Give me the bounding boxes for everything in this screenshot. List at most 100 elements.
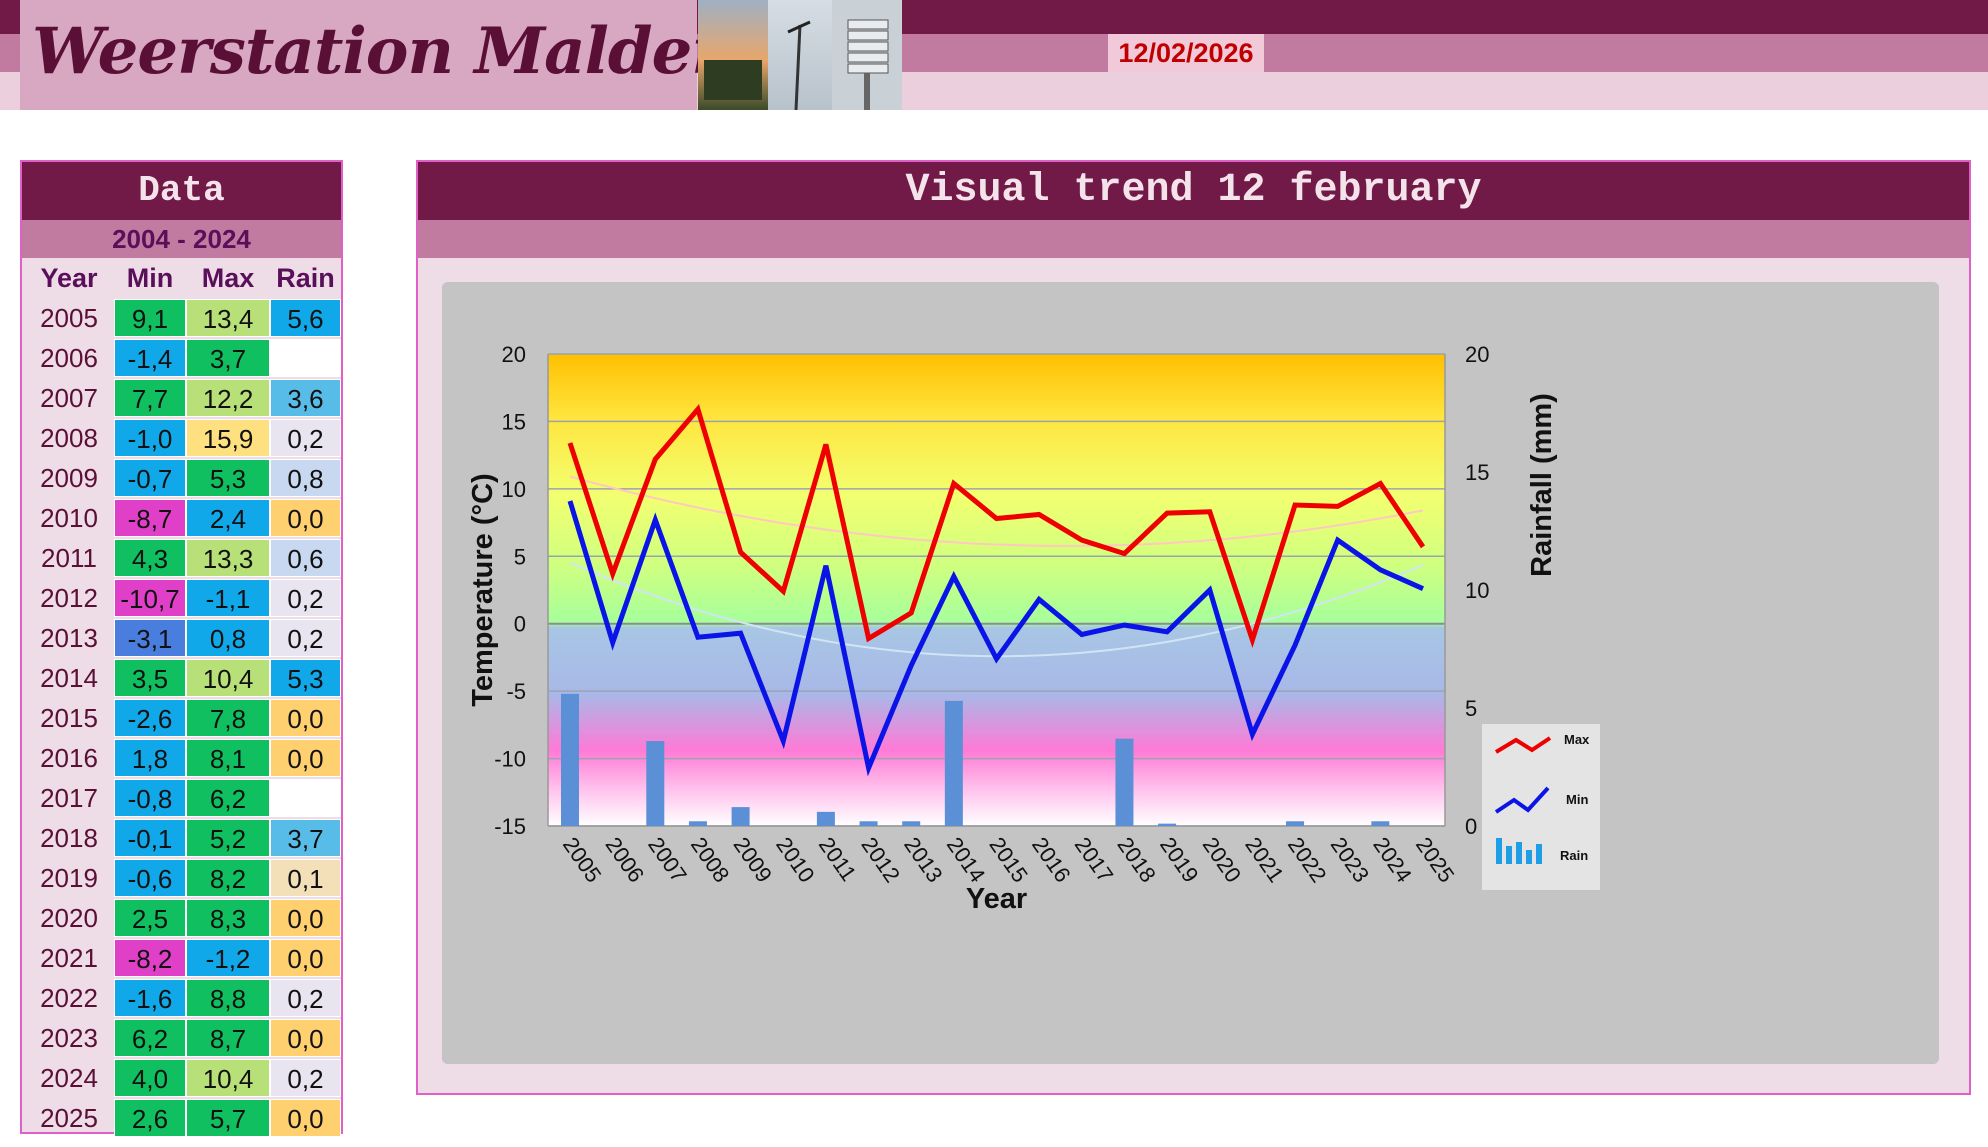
cell-rain: 0,2	[270, 979, 341, 1017]
cell-min: 2,6	[114, 1099, 186, 1137]
cell-max: 13,4	[186, 299, 270, 337]
rain-bar	[1158, 823, 1177, 826]
y-tick-label: 10	[502, 477, 526, 502]
x-tick-label: 2007	[643, 833, 692, 887]
header-title-box	[20, 0, 697, 110]
x-tick-label: 2006	[601, 833, 650, 887]
cell-rain: 0,0	[270, 939, 341, 977]
cell-rain: 0,0	[270, 739, 341, 777]
cell-year: 2019	[40, 863, 98, 893]
cell-min: -8,7	[114, 499, 186, 537]
y2-tick-label: 20	[1465, 342, 1489, 367]
y-axis-label: Temperature (°C)	[467, 473, 499, 706]
x-tick-label: 2015	[984, 833, 1033, 887]
cell-year: 2014	[40, 663, 98, 693]
chart-legend: Max Min Rain	[1482, 724, 1600, 890]
cell-rain: 0,0	[270, 499, 341, 537]
cell-min: -0,6	[114, 859, 186, 897]
x-tick-label: 2020	[1198, 833, 1247, 887]
data-table-panel: Data 2004 - 2024 Year Min Max Rain 2005 9…	[20, 160, 343, 1137]
cell-rain: 0,2	[270, 619, 341, 657]
y-axis-ticks: -15 -10 -5 0 5 10 15 20	[494, 342, 526, 839]
cell-min: -3,1	[114, 619, 186, 657]
y-tick-label: 15	[502, 409, 526, 434]
x-tick-label: 2008	[686, 833, 735, 887]
cell-min: -1,0	[114, 419, 186, 457]
rain-bar	[816, 811, 835, 826]
cell-max: -1,1	[186, 579, 270, 617]
cell-year: 2022	[40, 983, 98, 1013]
cell-min: -8,2	[114, 939, 186, 977]
y2-axis-label: Rainfall (mm)	[1526, 393, 1558, 577]
x-tick-label: 2024	[1368, 833, 1417, 887]
weather-station-photo	[698, 0, 902, 110]
x-tick-label: 2012	[856, 833, 905, 887]
column-header-min: Min	[126, 263, 174, 293]
legend-rain-swatch	[1506, 846, 1512, 864]
cell-min: 9,1	[114, 299, 186, 337]
y2-tick-label: 0	[1465, 814, 1477, 839]
cell-rain: 5,3	[270, 659, 341, 697]
x-tick-label: 2021	[1240, 833, 1289, 887]
chart-subtitle-bar	[418, 220, 1969, 258]
cell-min: -0,7	[114, 459, 186, 497]
legend-min-label: Min	[1566, 792, 1588, 807]
cell-min: -0,1	[114, 819, 186, 857]
x-tick-label: 2023	[1326, 833, 1375, 887]
cell-min: 7,7	[114, 379, 186, 417]
cell-max: 10,4	[186, 1059, 270, 1097]
cell-max: 0,8	[186, 619, 270, 657]
x-tick-label: 2019	[1155, 833, 1204, 887]
cell-rain: 0,2	[270, 1059, 341, 1097]
x-tick-label: 2016	[1027, 833, 1076, 887]
cell-max: -1,2	[186, 939, 270, 977]
max-series-line	[567, 404, 1426, 649]
cell-year: 2021	[40, 943, 98, 973]
rain-bar	[1286, 821, 1305, 826]
x-tick-label: 2009	[729, 833, 778, 887]
x-tick-label: 2018	[1112, 833, 1161, 887]
chart-panel: Visual trend 12 february	[416, 160, 1971, 1095]
chart-title: Visual trend 12 february	[418, 162, 1969, 220]
cell-rain: 5,6	[270, 299, 341, 337]
site-title[interactable]: Weerstation Malderen	[32, 14, 810, 89]
cell-year: 2025	[40, 1103, 98, 1133]
cell-min: 2,5	[114, 899, 186, 937]
cell-rain: 0,0	[270, 1019, 341, 1057]
cell-year: 2007	[40, 383, 98, 413]
rain-bar	[1371, 821, 1390, 826]
cell-min: 1,8	[114, 739, 186, 777]
min-series-line	[567, 500, 1425, 777]
y-tick-label: -10	[494, 747, 526, 772]
rain-bar	[902, 821, 921, 826]
cell-min: -2,6	[114, 699, 186, 737]
cell-rain: 3,7	[270, 819, 341, 857]
cell-year: 2010	[40, 503, 98, 533]
cell-year: 2015	[40, 703, 98, 733]
legend-max-label: Max	[1564, 732, 1590, 747]
cell-year: 2024	[40, 1063, 98, 1093]
x-tick-label: 2010	[771, 833, 820, 887]
cell-max: 5,3	[186, 459, 270, 497]
y-tick-label: 0	[514, 612, 526, 637]
cell-max: 3,7	[186, 339, 270, 377]
cell-rain: 0,0	[270, 1099, 341, 1137]
cell-max: 2,4	[186, 499, 270, 537]
cell-min: -0,8	[114, 779, 186, 817]
legend-rain-swatch	[1526, 850, 1532, 864]
y-tick-label: -15	[494, 814, 526, 839]
cell-max: 10,4	[186, 659, 270, 697]
x-tick-label: 2025	[1411, 833, 1460, 887]
rain-bar	[944, 700, 963, 826]
rain-bar	[859, 821, 878, 826]
legend-rain-swatch	[1516, 842, 1522, 864]
x-tick-label: 2017	[1070, 833, 1119, 887]
cell-rain: 0,6	[270, 539, 341, 577]
plot-background	[548, 354, 1445, 826]
cell-year: 2023	[40, 1023, 98, 1053]
cell-min: 4,0	[114, 1059, 186, 1097]
legend-max-swatch	[1494, 736, 1552, 754]
rain-bar	[1115, 738, 1134, 826]
cell-rain: 3,6	[270, 379, 341, 417]
